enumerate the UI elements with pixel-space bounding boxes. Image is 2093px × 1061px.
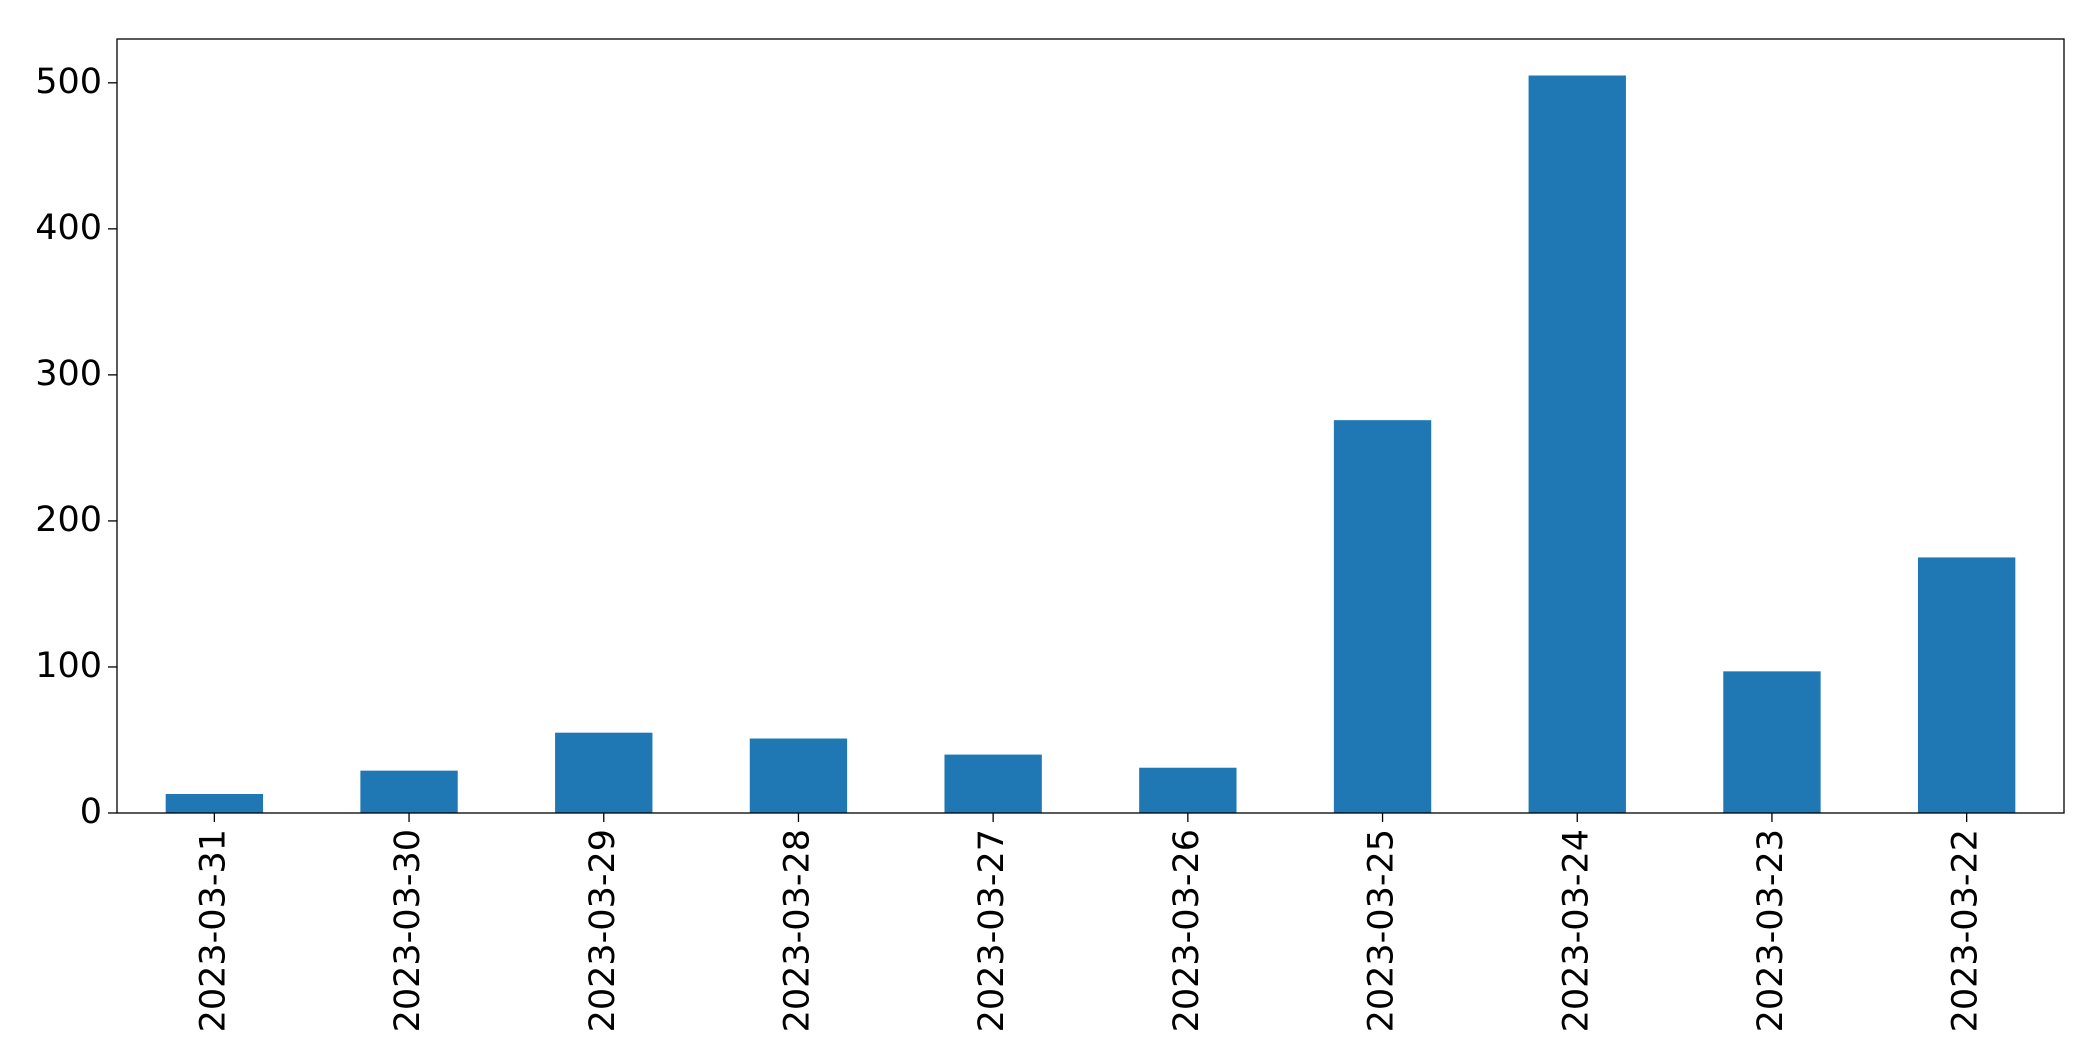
y-tick-label: 300 bbox=[35, 354, 102, 394]
x-tick-label: 2023-03-22 bbox=[1946, 829, 1986, 1032]
x-tick-label: 2023-03-27 bbox=[972, 829, 1012, 1032]
x-tick-label: 2023-03-28 bbox=[777, 829, 817, 1032]
y-tick-label: 100 bbox=[35, 646, 102, 686]
x-tick-label: 2023-03-29 bbox=[583, 829, 623, 1032]
x-tick-label: 2023-03-26 bbox=[1167, 829, 1207, 1032]
bar bbox=[1139, 767, 1237, 813]
bar bbox=[1333, 420, 1432, 813]
y-tick-label: 200 bbox=[35, 500, 102, 540]
bar bbox=[165, 794, 264, 813]
x-tick-label: 2023-03-24 bbox=[1556, 829, 1596, 1032]
y-tick-label: 500 bbox=[35, 62, 102, 102]
bar bbox=[1723, 671, 1821, 813]
bar bbox=[360, 770, 458, 813]
x-tick-label: 2023-03-31 bbox=[193, 829, 233, 1032]
bar bbox=[749, 738, 848, 813]
bar bbox=[1528, 75, 1626, 813]
plot-frame bbox=[116, 38, 2065, 814]
bar bbox=[1917, 557, 2016, 813]
y-tick-label: 0 bbox=[80, 792, 102, 832]
bar bbox=[555, 732, 653, 813]
y-tick-label: 400 bbox=[35, 208, 102, 248]
x-tick-label: 2023-03-25 bbox=[1362, 829, 1402, 1032]
bar bbox=[944, 754, 1042, 813]
x-tick-label: 2023-03-23 bbox=[1751, 829, 1791, 1032]
x-tick-label: 2023-03-30 bbox=[388, 829, 428, 1032]
